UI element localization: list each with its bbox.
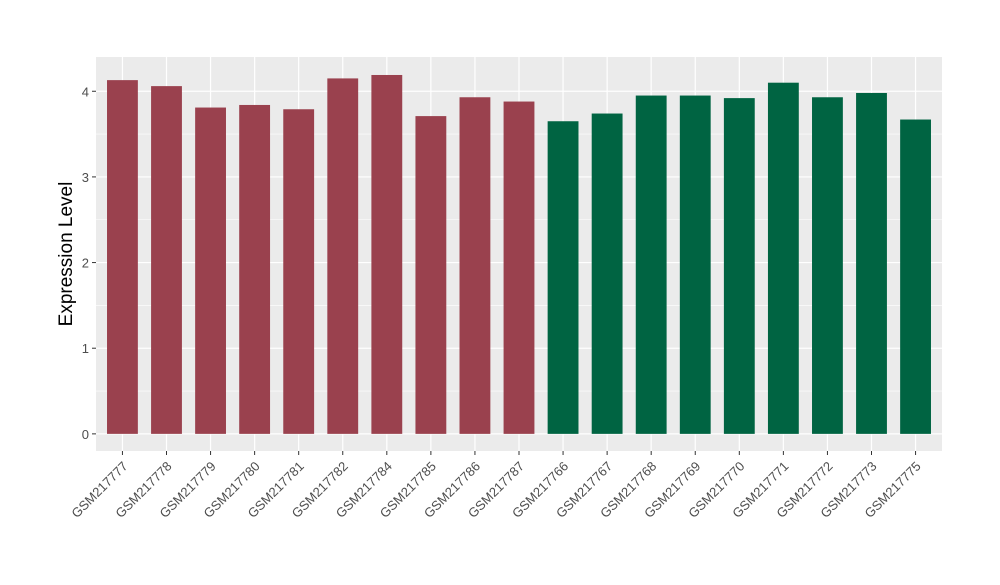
bars	[107, 74, 931, 434]
bar	[503, 101, 535, 434]
y-tick-label: 1	[82, 341, 89, 356]
bar	[900, 119, 931, 434]
bar	[767, 82, 799, 434]
bar	[547, 121, 579, 434]
bar	[459, 97, 491, 434]
bar	[239, 104, 271, 434]
bar	[723, 98, 755, 434]
y-tick-label: 2	[82, 256, 89, 271]
bar	[151, 86, 182, 434]
y-axis: 0 1 2 3 4	[82, 84, 96, 442]
bar	[107, 80, 138, 434]
bar	[635, 95, 667, 434]
y-tick-label: 4	[82, 84, 89, 99]
y-tick-label: 3	[82, 170, 89, 185]
bar	[679, 95, 711, 434]
bar	[591, 113, 623, 434]
y-tick-label: 0	[82, 427, 89, 442]
bar	[195, 107, 226, 434]
bar	[415, 116, 447, 434]
x-axis: GSM217777GSM217778GSM217779GSM217780GSM2…	[68, 451, 924, 521]
bar	[283, 109, 315, 434]
bar	[856, 92, 887, 434]
bar	[371, 74, 403, 434]
bar	[812, 97, 843, 434]
y-axis-label: Expression Level	[56, 182, 77, 327]
bar	[327, 78, 359, 434]
